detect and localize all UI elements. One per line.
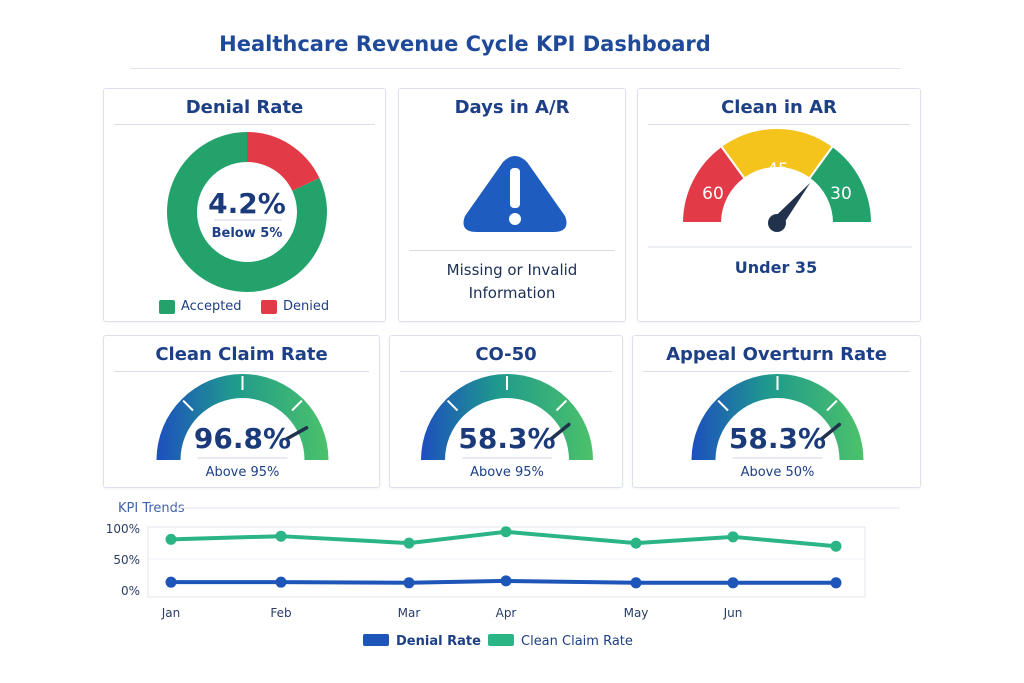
gauge-needle [819, 422, 842, 441]
gauge-card: Clean Claim Rate 96.8% Above 95% [103, 335, 380, 488]
gauge-tick [717, 399, 729, 412]
gauge-subtitle: Above 95% [470, 465, 544, 480]
gauge: 58.3% Above 95% [421, 373, 593, 480]
divider [648, 124, 910, 125]
zone-label: 60 [702, 184, 724, 204]
card-title: Denial Rate [185, 97, 304, 118]
title-divider [130, 68, 900, 69]
gauge-value: 58.3% [729, 422, 826, 455]
data-point [630, 577, 642, 589]
card-title: Days in A/R [454, 97, 570, 118]
card-title: Clean Claim Rate [155, 344, 328, 365]
legend-label: Clean Claim Rate [521, 634, 633, 649]
gauge-arc [156, 373, 329, 460]
denial-rate-card: Denial Rate 4.2% Below 5% Accepted Denie… [103, 88, 386, 322]
clean-ar-gauge: 60 45 30 Under 35 [648, 127, 912, 277]
data-point [727, 531, 739, 543]
data-point [275, 530, 287, 542]
data-point [165, 533, 177, 545]
donut-denied-slice [247, 132, 320, 191]
gauge-value: 58.3% [458, 422, 555, 455]
divider [643, 371, 910, 372]
legend-label: Denied [283, 299, 330, 314]
divider [114, 124, 375, 125]
legend-label: Denial Rate [396, 634, 481, 649]
divider [114, 371, 369, 372]
clean-ar-subtitle: Under 35 [735, 258, 817, 277]
x-tick: Feb [270, 606, 291, 620]
y-tick: 100% [106, 522, 140, 536]
zone-label: 30 [830, 184, 852, 204]
gauge-card: CO-50 58.3% Above 95% [389, 335, 623, 488]
gauge-tick [826, 399, 838, 412]
data-point [727, 577, 739, 589]
card-title: CO-50 [475, 344, 537, 365]
x-tick: Apr [496, 606, 517, 620]
denied-swatch [261, 299, 277, 314]
card-title: Clean in AR [721, 97, 837, 118]
data-point [500, 526, 512, 538]
x-tick: Jun [723, 606, 743, 620]
gauge-arc [421, 373, 593, 460]
denial-subtitle: Below 5% [212, 226, 283, 241]
x-tick: Jan [161, 606, 181, 620]
data-point [830, 577, 842, 589]
data-point [275, 576, 287, 588]
data-point [403, 577, 415, 589]
gauge-needle [768, 182, 811, 232]
data-point [830, 540, 842, 552]
gauge-tick [182, 399, 194, 412]
gauge-tick [446, 399, 459, 412]
zone-green [807, 144, 874, 224]
legend-swatch-denial [363, 634, 389, 646]
gauge-needle [549, 422, 571, 441]
denial-value: 4.2% [208, 187, 286, 220]
warning-icon [463, 156, 567, 232]
gauge-value: 96.8% [194, 422, 291, 455]
legend-label: Accepted [181, 299, 242, 314]
gauge-card: Appeal Overturn Rate 58.3% Above 50% [632, 335, 921, 488]
divider [400, 371, 612, 372]
gauge-subtitle: Above 95% [206, 465, 280, 480]
x-tick: Mar [398, 606, 421, 620]
chart-title: KPI Trends [118, 501, 185, 516]
y-tick: 0% [121, 584, 140, 598]
page-title: Healthcare Revenue Cycle KPI Dashboard [219, 32, 711, 56]
gauge: 58.3% Above 50% [691, 373, 864, 480]
gauge-arc [691, 373, 864, 460]
denial-donut: 4.2% Below 5% [167, 132, 328, 292]
legend-swatch-clean [488, 634, 514, 646]
legend-denied: Denied [261, 299, 329, 314]
donut-accepted-slice [167, 132, 328, 292]
accepted-swatch [159, 299, 175, 314]
clean-ar-card: Clean in AR 60 45 30 Under 35 [637, 88, 921, 322]
gauge-tick [291, 399, 303, 412]
data-point [630, 537, 642, 549]
kpi-trends-chart: KPI Trends 100% 50% 0% Jan Feb Mar Apr May Ju… [106, 501, 900, 649]
gauge-subtitle: Above 50% [741, 465, 815, 480]
data-point [500, 575, 512, 587]
message-line-1: Missing or Invalid [446, 261, 578, 279]
x-tick: May [624, 606, 649, 620]
divider [409, 250, 615, 251]
legend-accepted: Accepted [159, 299, 242, 314]
message-line-2: Information [468, 284, 556, 302]
days-ar-card: Days in A/R Missing or Invalid Informati… [398, 88, 626, 322]
gauge-tick [555, 399, 568, 412]
data-point [165, 576, 177, 588]
zone-label: 45 [767, 160, 789, 180]
card-title: Appeal Overturn Rate [666, 344, 887, 365]
gauge: 96.8% Above 95% [156, 373, 329, 480]
data-point [403, 537, 415, 549]
y-tick: 50% [113, 553, 140, 567]
gauge-needle [284, 426, 309, 441]
